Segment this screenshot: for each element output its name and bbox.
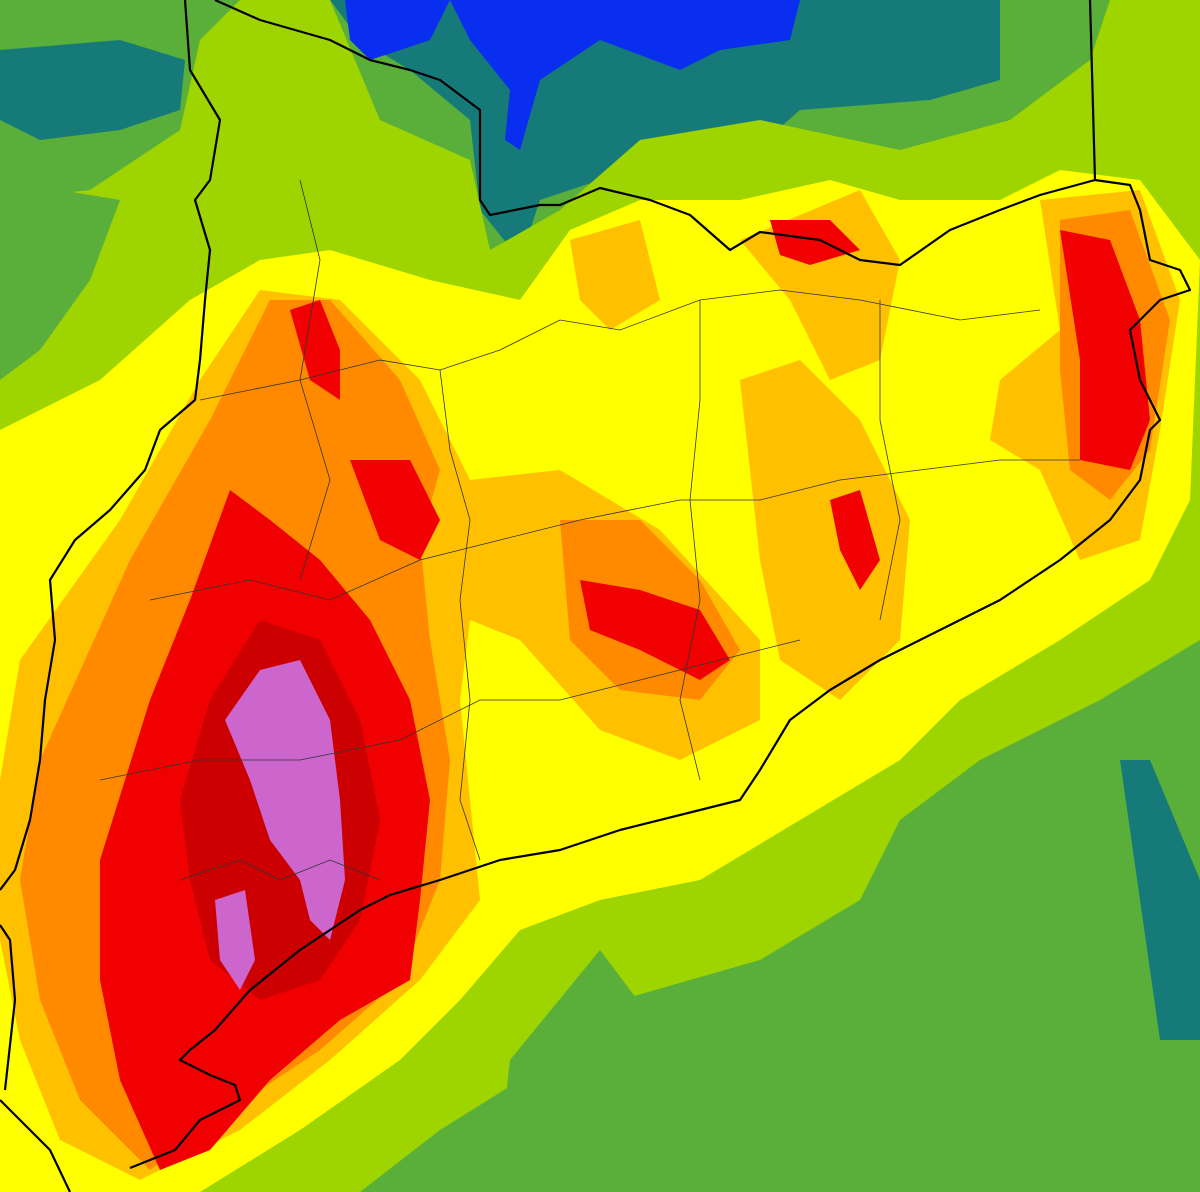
comarca-border [299, 179, 331, 581]
comarca-borders [99, 179, 1080, 881]
comarca-border [679, 300, 701, 781]
violet-zone [225, 660, 345, 940]
red-zone [770, 220, 860, 265]
teal-zone [1120, 760, 1200, 1040]
red-zone [350, 460, 440, 560]
violet-zone [215, 890, 255, 990]
blue-zones [345, 0, 800, 150]
green-patch [500, 950, 660, 1192]
red-zone [290, 300, 340, 400]
red-zone [580, 580, 730, 680]
violet-zones [215, 660, 345, 990]
comarca-border [149, 459, 1080, 601]
blue-zone [345, 0, 450, 60]
teal-zone [0, 40, 185, 140]
red-zone [830, 490, 880, 590]
orange-light-zone [740, 360, 910, 700]
comarca-border [199, 289, 1041, 401]
comarca-border [879, 300, 901, 621]
comarca-border [179, 859, 381, 881]
comarca-border [439, 369, 481, 861]
green-patch [820, 720, 1150, 1192]
orange-light-zone [570, 220, 660, 330]
red-zone [1060, 230, 1150, 470]
green-patches [0, 190, 1150, 1192]
comarca-border [99, 639, 801, 781]
green-patch [0, 190, 120, 380]
blue-zone [450, 0, 800, 150]
